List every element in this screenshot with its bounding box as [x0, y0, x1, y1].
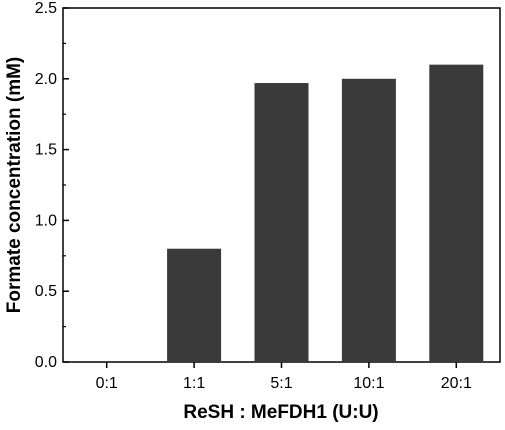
x-tick-label: 20:1 — [441, 375, 472, 392]
y-tick-label: 0.0 — [35, 354, 57, 371]
bar-1-1 — [167, 248, 222, 362]
bar-20-1 — [429, 64, 484, 362]
y-tick-label: 1.5 — [35, 142, 57, 159]
x-tick-label: 5:1 — [270, 375, 292, 392]
x-tick-label: 10:1 — [353, 375, 384, 392]
x-tick-label: 1:1 — [183, 375, 205, 392]
y-tick-label: 2.5 — [35, 0, 57, 17]
bar-5-1 — [254, 83, 309, 362]
y-axis-ticks: 0.0 0.5 1.0 1.5 2.0 2.5 — [35, 0, 69, 371]
x-tick-label: 0:1 — [96, 375, 118, 392]
bar-10-1 — [341, 78, 396, 363]
y-tick-label: 1.0 — [35, 212, 57, 229]
bars-group — [167, 64, 484, 363]
y-axis-title: Formate concentration (mM) — [4, 57, 25, 314]
x-axis-ticks: 0:1 1:1 5:1 10:1 20:1 — [96, 362, 472, 392]
x-axis-title: ReSH : MeFDH1 (U:U) — [183, 402, 378, 423]
y-tick-label: 2.0 — [35, 71, 57, 88]
y-tick-label: 0.5 — [35, 283, 57, 300]
